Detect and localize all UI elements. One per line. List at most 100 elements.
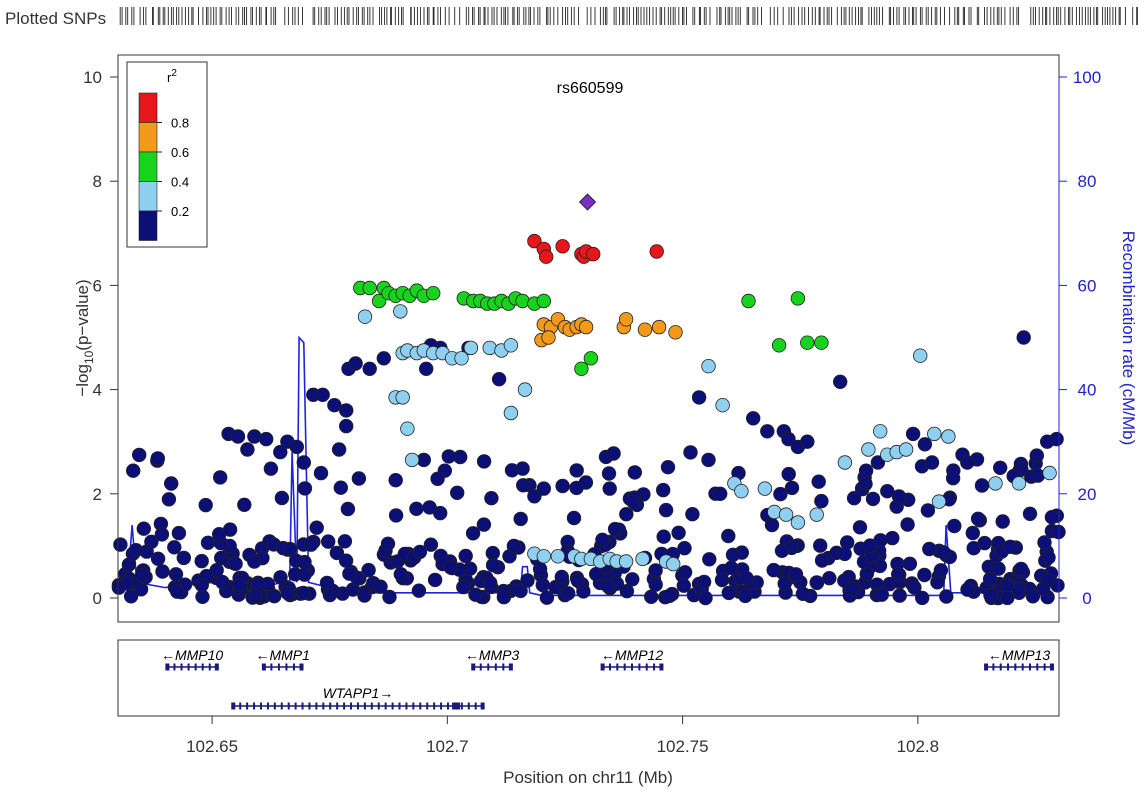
- snp-point-low: [873, 533, 888, 548]
- snp-point-low: [858, 476, 873, 492]
- gene-exon: [1021, 663, 1024, 671]
- snp-point-r2-02: [898, 442, 914, 457]
- snp-point-low: [902, 556, 918, 572]
- snp-point-low: [504, 463, 520, 478]
- snp-point-r2-02: [463, 340, 479, 356]
- gene-exon: [426, 702, 429, 710]
- snp-point-low: [274, 490, 290, 506]
- x-tick-label: 102.65: [186, 737, 238, 756]
- snp-point-low: [837, 546, 852, 562]
- gene-exon: [239, 702, 242, 710]
- snp-point-low: [289, 439, 305, 455]
- snp-point-low: [905, 426, 921, 442]
- snp-point-low: [764, 517, 780, 533]
- snp-point-low: [297, 554, 312, 570]
- y2-axis: 0 20 40 60 80 100: [1058, 68, 1101, 608]
- snp-point-low: [1049, 431, 1064, 447]
- gene-exon: [370, 702, 373, 710]
- snp-point-low: [427, 572, 443, 588]
- snp-point-low: [348, 356, 363, 371]
- snp-point-low: [215, 574, 230, 590]
- snp-point-low: [920, 503, 936, 518]
- snp-point-low: [983, 587, 998, 603]
- snp-point-low: [601, 466, 617, 481]
- snp-point-low: [1013, 561, 1029, 577]
- snp-point-low: [237, 497, 252, 513]
- gene-exon: [1036, 663, 1039, 671]
- gene-exon: [285, 663, 288, 671]
- snp-point-low: [607, 521, 623, 537]
- gene-exon: [471, 663, 476, 671]
- y-tick-label: 2: [93, 485, 102, 504]
- snp-point-r2-02: [503, 338, 519, 353]
- snp-point-r2-04: [515, 293, 530, 309]
- snp-point-low: [441, 449, 457, 464]
- snp-point-low: [917, 567, 932, 583]
- snp-point-low: [496, 590, 512, 605]
- snp-point-low: [450, 485, 465, 501]
- gene-exon: [343, 702, 346, 710]
- snp-point-r2-02: [666, 556, 681, 572]
- snp-point-r2-02: [404, 452, 420, 468]
- x-tick-label: 102.8: [897, 737, 940, 756]
- x-tick-label: 102.75: [657, 737, 709, 756]
- snp-point-low: [536, 481, 552, 496]
- snp-point-low: [393, 567, 409, 582]
- snp-point-low: [900, 517, 915, 532]
- snp-point-low: [702, 552, 717, 567]
- snp-point-low: [342, 566, 357, 581]
- snp-point-low: [1003, 539, 1018, 555]
- snp-point-low: [626, 494, 641, 509]
- snp-point-r2-04: [771, 338, 787, 353]
- snp-point-low: [907, 580, 922, 595]
- snp-point-low: [333, 480, 349, 495]
- snp-point-low: [338, 553, 354, 568]
- gene-label-mmp12: ←MMP12: [601, 647, 663, 663]
- snp-point-low: [561, 586, 576, 601]
- gene-exon: [440, 702, 443, 710]
- snp-point-low: [977, 535, 992, 551]
- snp-point-r2-02: [941, 429, 956, 444]
- snp-point-r2-04: [536, 293, 552, 309]
- snp-point-low: [321, 534, 336, 549]
- association-panel: [111, 54, 1066, 623]
- snp-point-low: [309, 520, 324, 535]
- gene-exon: [1007, 663, 1010, 671]
- snp-point-low: [698, 590, 713, 606]
- snp-point-low: [361, 562, 376, 578]
- x-tick-label: 102.7: [426, 737, 469, 756]
- gene-exon: [173, 663, 176, 671]
- snp-point-r2-02: [393, 304, 408, 319]
- snp-point-low: [809, 575, 825, 590]
- snp-point-low: [845, 581, 860, 596]
- snp-point-low: [267, 589, 282, 604]
- gene-exon: [616, 663, 619, 671]
- snp-point-low: [273, 444, 288, 460]
- snp-point-r2-02: [809, 507, 824, 522]
- snp-point-low: [974, 478, 990, 493]
- snp-point-low: [677, 541, 692, 556]
- snp-point-r2-02: [837, 455, 853, 470]
- snp-point-low: [485, 545, 501, 561]
- snp-point-r2-04: [371, 293, 387, 309]
- snp-point-low: [677, 565, 693, 580]
- lead-snp-point: [578, 193, 597, 211]
- snp-point-low: [784, 480, 800, 496]
- gene-exon: [608, 663, 611, 671]
- gene-exon: [315, 702, 318, 710]
- snp-point-low: [113, 537, 128, 552]
- snp-point-low: [176, 550, 192, 566]
- snp-point-r2-02: [1042, 465, 1057, 481]
- snp-point-r2-02: [701, 359, 716, 374]
- snp-point-r2-02: [503, 405, 519, 421]
- snp-point-r2-02: [734, 484, 749, 499]
- snp-point-low: [859, 566, 875, 582]
- snp-point-low: [340, 501, 356, 517]
- snp-point-r2-02: [927, 426, 942, 442]
- y-tick-label: 4: [93, 381, 102, 400]
- snp-point-low: [1037, 535, 1052, 550]
- gene-exon: [659, 663, 664, 671]
- gene-exon: [452, 702, 461, 710]
- snp-point-low: [721, 585, 737, 601]
- gene-exon: [447, 702, 450, 710]
